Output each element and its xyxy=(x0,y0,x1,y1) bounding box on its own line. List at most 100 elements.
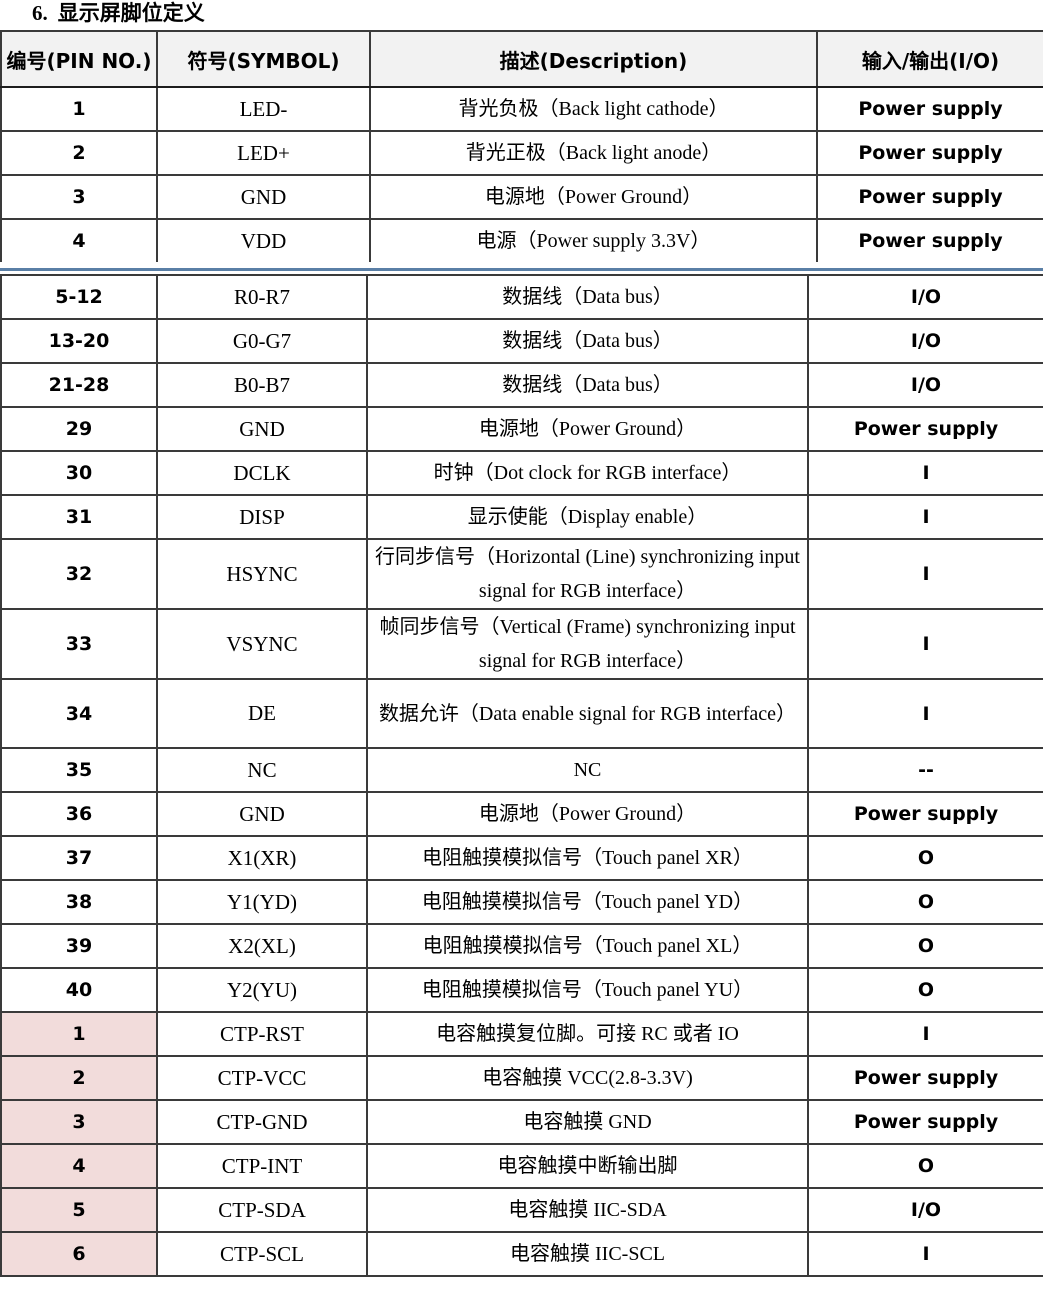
io-cell: I xyxy=(807,450,1043,496)
symbol-cell: R0-R7 xyxy=(156,274,368,320)
table-row: 40 Y2(YU) 电阻触摸模拟信号（Touch panel YU） O xyxy=(0,967,1043,1013)
symbol-cell: CTP-INT xyxy=(156,1143,368,1189)
symbol-cell: X1(XR) xyxy=(156,835,368,881)
pin-cell: 13-20 xyxy=(0,318,158,364)
io-cell: I xyxy=(807,538,1043,610)
io-cell: I/O xyxy=(807,362,1043,408)
ctp-pin-cell: 3 xyxy=(0,1099,158,1145)
io-cell: Power supply xyxy=(807,791,1043,837)
symbol-cell: G0-G7 xyxy=(156,318,368,364)
io-cell: I/O xyxy=(807,318,1043,364)
ctp-row: 5 CTP-SDA 电容触摸 IIC-SDA I/O xyxy=(0,1187,1043,1233)
description-cell: 电源地（Power Ground） xyxy=(366,406,809,452)
description-cell: 显示使能（Display enable） xyxy=(366,494,809,540)
table-row: 39 X2(XL) 电阻触摸模拟信号（Touch panel XL） O xyxy=(0,923,1043,969)
description-cell: 背光负极（Back light cathode） xyxy=(369,86,818,132)
description-cell: 电容触摸 GND xyxy=(366,1099,809,1145)
header-symbol: 符号(SYMBOL) xyxy=(156,30,371,88)
description-cell: 背光正极（Back light anode） xyxy=(369,130,818,176)
description-cell: 电源（Power supply 3.3V） xyxy=(369,218,818,262)
symbol-cell: CTP-RST xyxy=(156,1011,368,1057)
description-cell: 时钟（Dot clock for RGB interface） xyxy=(366,450,809,496)
description-cell: 数据线（Data bus） xyxy=(366,274,809,320)
symbol-cell: GND xyxy=(156,791,368,837)
io-cell: Power supply xyxy=(807,1099,1043,1145)
description-cell: 数据允许（Data enable signal for RGB interfac… xyxy=(366,678,809,749)
table-row: 33 VSYNC 帧同步信号（Vertical (Frame) synchron… xyxy=(0,608,1043,680)
io-cell: O xyxy=(807,879,1043,925)
pin-cell: 2 xyxy=(0,130,158,176)
description-cell: 电容触摸复位脚。可接 RC 或者 IO xyxy=(366,1011,809,1057)
table-row: 36 GND 电源地（Power Ground） Power supply xyxy=(0,791,1043,837)
pin-cell: 29 xyxy=(0,406,158,452)
table-row: 37 X1(XR) 电阻触摸模拟信号（Touch panel XR） O xyxy=(0,835,1043,881)
ctp-pin-cell: 4 xyxy=(0,1143,158,1189)
io-cell: Power supply xyxy=(816,218,1043,262)
symbol-cell: Y2(YU) xyxy=(156,967,368,1013)
io-cell: O xyxy=(807,1143,1043,1189)
io-cell: O xyxy=(807,967,1043,1013)
description-cell: 电阻触摸模拟信号（Touch panel YD） xyxy=(366,879,809,925)
pin-cell: 36 xyxy=(0,791,158,837)
pin-cell: 5-12 xyxy=(0,274,158,320)
pin-table-lower: 5-12 R0-R7 数据线（Data bus） I/O 13-20 G0-G7… xyxy=(0,274,1043,1277)
pin-cell: 38 xyxy=(0,879,158,925)
table-row: 30 DCLK 时钟（Dot clock for RGB interface） … xyxy=(0,450,1043,496)
table-row: 29 GND 电源地（Power Ground） Power supply xyxy=(0,406,1043,452)
pin-cell: 40 xyxy=(0,967,158,1013)
table-row: 35 NC NC -- xyxy=(0,747,1043,793)
io-cell: I/O xyxy=(807,1187,1043,1233)
symbol-cell: GND xyxy=(156,406,368,452)
symbol-cell: VDD xyxy=(156,218,371,262)
io-cell: I xyxy=(807,494,1043,540)
io-cell: Power supply xyxy=(816,130,1043,176)
ctp-pin-cell: 5 xyxy=(0,1187,158,1233)
pin-cell: 1 xyxy=(0,86,158,132)
symbol-cell: CTP-GND xyxy=(156,1099,368,1145)
io-cell: I xyxy=(807,1231,1043,1277)
table-row: 1 LED- 背光负极（Back light cathode） Power su… xyxy=(0,86,1043,132)
table-header-row: 编号(PIN NO.) 符号(SYMBOL) 描述(Description) 输… xyxy=(0,30,1043,88)
symbol-cell: CTP-SDA xyxy=(156,1187,368,1233)
table-row: 21-28 B0-B7 数据线（Data bus） I/O xyxy=(0,362,1043,408)
pin-cell: 4 xyxy=(0,218,158,262)
ctp-row: 6 CTP-SCL 电容触摸 IIC-SCL I xyxy=(0,1231,1043,1277)
ctp-row: 4 CTP-INT 电容触摸中断输出脚 O xyxy=(0,1143,1043,1189)
table-row: 13-20 G0-G7 数据线（Data bus） I/O xyxy=(0,318,1043,364)
io-cell: I/O xyxy=(807,274,1043,320)
table-row: 34 DE 数据允许（Data enable signal for RGB in… xyxy=(0,678,1043,749)
description-cell: 数据线（Data bus） xyxy=(366,318,809,364)
io-cell: Power supply xyxy=(816,174,1043,220)
pin-cell: 33 xyxy=(0,608,158,680)
io-cell: I xyxy=(807,608,1043,680)
description-cell: 电容触摸 VCC(2.8-3.3V) xyxy=(366,1055,809,1101)
pin-cell: 34 xyxy=(0,678,158,749)
table-row: 32 HSYNC 行同步信号（Horizontal (Line) synchro… xyxy=(0,538,1043,610)
pin-cell: 31 xyxy=(0,494,158,540)
pin-cell: 39 xyxy=(0,923,158,969)
io-cell: O xyxy=(807,923,1043,969)
ctp-pin-cell: 1 xyxy=(0,1011,158,1057)
table-row: 3 GND 电源地（Power Ground） Power supply xyxy=(0,174,1043,220)
description-cell: 电容触摸 IIC-SCL xyxy=(366,1231,809,1277)
ctp-pin-cell: 6 xyxy=(0,1231,158,1277)
pin-cell: 3 xyxy=(0,174,158,220)
description-cell: 数据线（Data bus） xyxy=(366,362,809,408)
header-pin: 编号(PIN NO.) xyxy=(0,30,158,88)
symbol-cell: HSYNC xyxy=(156,538,368,610)
description-cell: 电阻触摸模拟信号（Touch panel YU） xyxy=(366,967,809,1013)
symbol-cell: Y1(YD) xyxy=(156,879,368,925)
ctp-pin-cell: 2 xyxy=(0,1055,158,1101)
header-io: 输入/输出(I/O) xyxy=(816,30,1043,88)
header-description: 描述(Description) xyxy=(369,30,818,88)
symbol-cell: DE xyxy=(156,678,368,749)
symbol-cell: VSYNC xyxy=(156,608,368,680)
io-cell: Power supply xyxy=(816,86,1043,132)
description-cell: 电源地（Power Ground） xyxy=(369,174,818,220)
pin-cell: 37 xyxy=(0,835,158,881)
description-cell: NC xyxy=(366,747,809,793)
description-cell: 电源地（Power Ground） xyxy=(366,791,809,837)
description-cell: 行同步信号（Horizontal (Line) synchronizing in… xyxy=(366,538,809,610)
io-cell: -- xyxy=(807,747,1043,793)
symbol-cell: B0-B7 xyxy=(156,362,368,408)
